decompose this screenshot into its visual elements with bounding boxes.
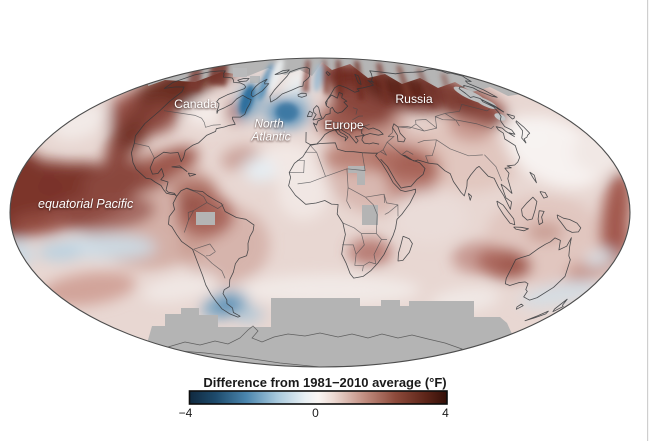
svg-text:0: 0 (312, 406, 319, 420)
svg-text:Canada: Canada (174, 97, 217, 111)
svg-text:Russia: Russia (395, 92, 432, 106)
svg-text:North: North (254, 117, 284, 131)
svg-text:Europe: Europe (324, 118, 364, 132)
svg-text:4: 4 (442, 406, 449, 420)
svg-text:Atlantic: Atlantic (250, 130, 290, 144)
svg-text:equatorial Pacific: equatorial Pacific (38, 197, 134, 211)
svg-text:Difference from 1981−2010 aver: Difference from 1981−2010 average (°F) (203, 375, 446, 390)
svg-text:−4: −4 (179, 406, 193, 420)
